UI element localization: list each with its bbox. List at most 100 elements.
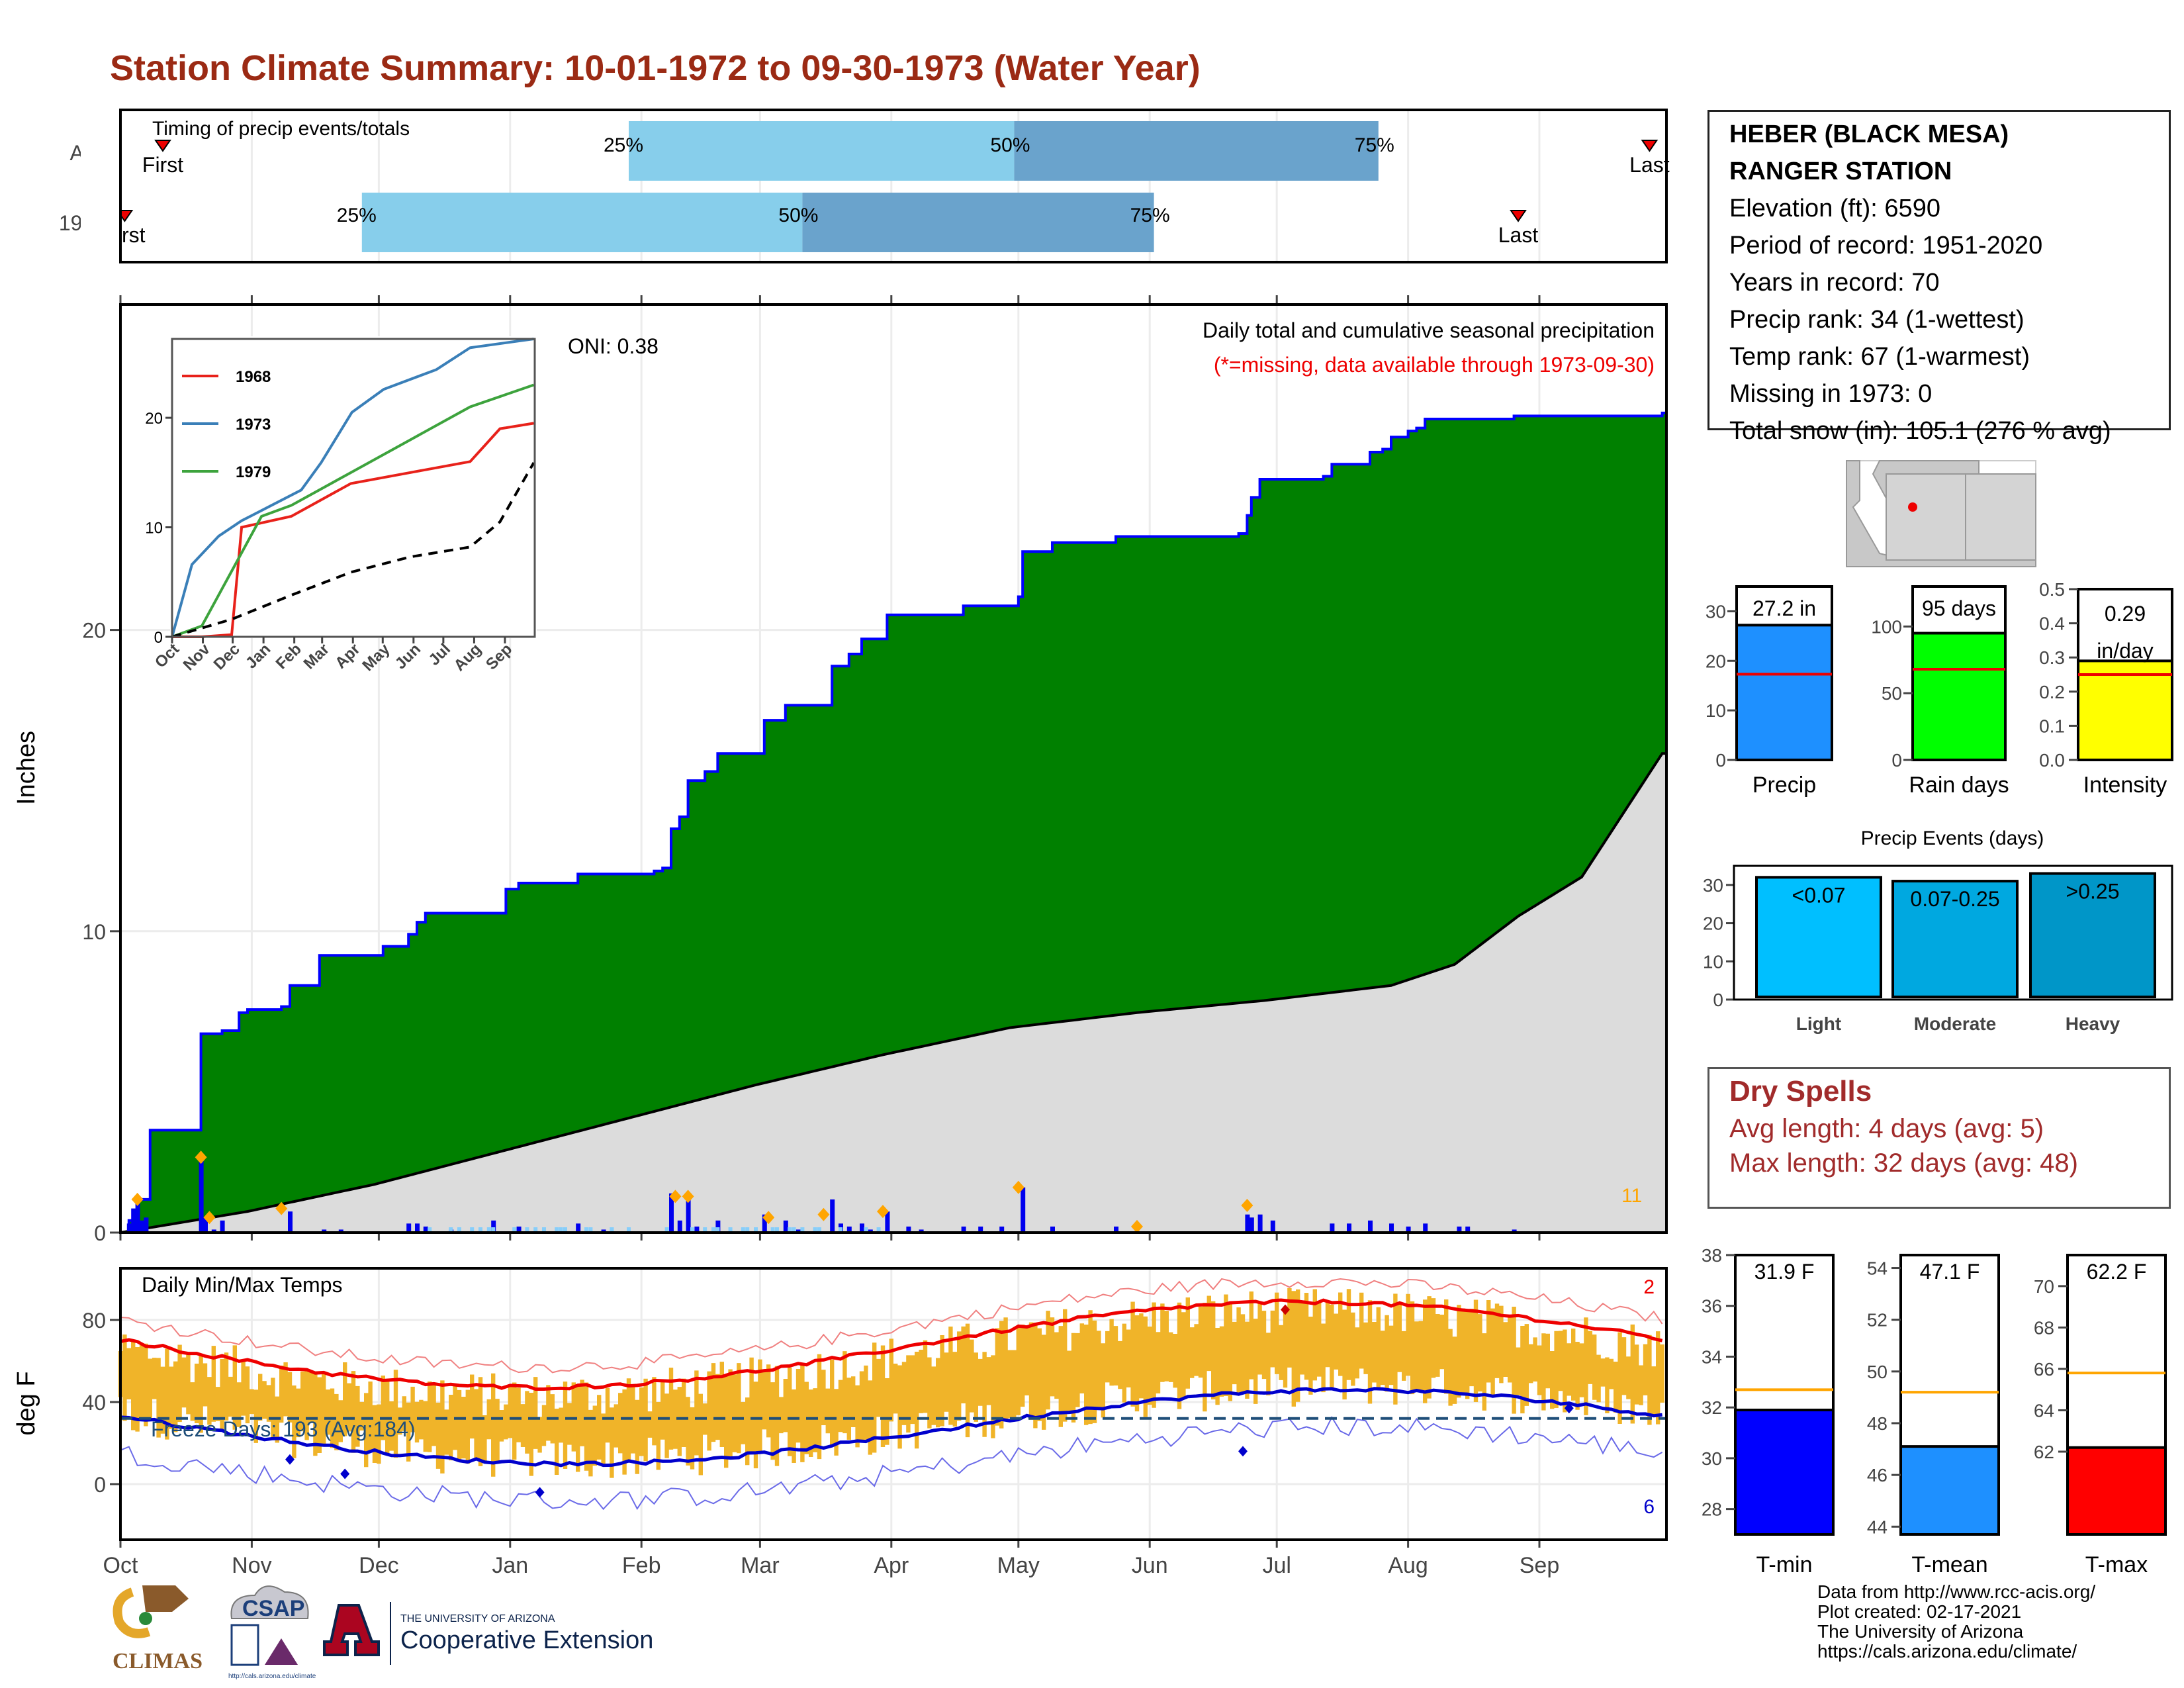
rain_days-y-tick-label: 100 (1871, 616, 1902, 637)
daily-precip-bar (677, 1220, 682, 1233)
csap-url: http://cals.arizona.edu/climate (228, 1673, 316, 1680)
precip-y-tick-label: 20 (82, 619, 106, 643)
daily-precip-bar (999, 1226, 1005, 1233)
daily-snow-mark (627, 1227, 631, 1231)
daily-precip-bar (131, 1208, 136, 1233)
timing-label-25: 25% (337, 205, 377, 226)
cumulative-precip-line (120, 411, 1666, 1234)
dry-spells-panel: Dry Spells Avg length: 4 days (avg: 5) M… (1707, 1067, 2171, 1209)
daily-snow-mark (525, 1227, 529, 1231)
inset-line-1979 (171, 383, 535, 638)
tmin-y-tick-label: 28 (1702, 1499, 1722, 1520)
daily-precip-bar (1050, 1226, 1055, 1233)
daily-precip-bar (846, 1226, 852, 1233)
precip-event-bar-label: 0.07-0.25 (1910, 887, 1999, 911)
daily-snow-mark (813, 1227, 817, 1231)
daily-precip-bar (144, 1217, 149, 1233)
daily-precip-bar (906, 1226, 911, 1233)
oni-value: ONI: 0.38 (568, 334, 659, 358)
daily-snow-mark (770, 1227, 775, 1231)
month-label: Jul (1262, 1553, 1291, 1578)
daily-precip-bar (715, 1220, 721, 1233)
daily-precip-bar (868, 1229, 873, 1233)
station-name-line1: HEBER (BLACK MESA) (1729, 120, 2009, 148)
credit-data-source: Data from http://www.rcc-acis.org/ (1817, 1581, 2096, 1602)
extreme-precip-marker (1131, 1219, 1143, 1233)
tmax-y-tick-label: 62 (2034, 1442, 2054, 1462)
tmax-y-tick-label: 68 (2034, 1317, 2054, 1338)
daily-snow-mark (839, 1227, 842, 1231)
daily-precip-bar (1423, 1223, 1428, 1233)
daily-precip-bar (423, 1226, 428, 1233)
station-period: Period of record: 1951-2020 (1729, 232, 2043, 259)
precip-panel-subtitle: (*=missing, data available through 1973-… (1214, 353, 1655, 377)
precip-event-bar-label: >0.25 (2066, 880, 2120, 904)
precip-event-category: Heavy (2066, 1013, 2120, 1034)
daily-precip-bar (885, 1211, 890, 1233)
inset-y-tick-label: 10 (145, 520, 163, 538)
temp-y-axis-label: deg F (13, 1371, 40, 1435)
month-label: Jan (492, 1553, 528, 1578)
precip_total-x-label: Precip (1752, 773, 1816, 798)
average-cumulative-line (120, 752, 1666, 1234)
inset-y-tick-label: 20 (145, 410, 163, 428)
rain_days-value-label: 95 days (1922, 596, 1996, 620)
station-precip-rank: Precip rank: 34 (1-wettest) (1729, 306, 2025, 334)
daily-precip-bar (686, 1193, 691, 1233)
intensity-value-label: 0.29 (2105, 602, 2146, 626)
inset-legend-label: 1973 (236, 416, 271, 434)
rain_days-y-tick-label: 50 (1882, 683, 1902, 704)
dry-spells-title: Dry Spells (1729, 1075, 1872, 1107)
arizona-shape (1886, 473, 1966, 561)
daily-snow-mark (457, 1227, 461, 1231)
extreme-precip-marker (682, 1190, 694, 1203)
daily-precip-bar (491, 1220, 496, 1233)
tmin-y-tick-label: 30 (1702, 1448, 1722, 1469)
page-title: Station Climate Summary: 10-01-1972 to 0… (110, 48, 1201, 88)
daily-snow-mark (428, 1227, 432, 1231)
daily-snow-mark (876, 1227, 881, 1231)
record-low-marker (285, 1454, 295, 1465)
freeze-days-label: Freeze Days: 193 (Avg:184) (151, 1417, 416, 1441)
temp-panel-title: Daily Min/Max Temps (142, 1273, 342, 1297)
tmin-x-label: T-min (1756, 1552, 1813, 1577)
csap-text: CSAP (242, 1596, 304, 1621)
extreme-precip-marker (203, 1211, 216, 1225)
daily-precip-bar (860, 1223, 864, 1233)
daily-precip-bar (1330, 1223, 1335, 1233)
daily-precip-bar (978, 1226, 983, 1233)
new-mexico-shape (1965, 473, 2036, 561)
credits: Data from http://www.rcc-acis.org/ Plot … (1817, 1582, 2095, 1662)
record-low-line (120, 1415, 1663, 1511)
tmax-value-label: 62.2 F (2087, 1260, 2147, 1284)
record-high-line (120, 1278, 1663, 1374)
tmax-bar (2069, 1447, 2164, 1533)
month-label: Dec (359, 1553, 398, 1578)
daily-precip-bar (1406, 1226, 1411, 1233)
precip-y-tick-label: 10 (82, 920, 106, 944)
daily-snow-mark (512, 1227, 517, 1231)
record-low-count: 6 (1643, 1496, 1655, 1518)
daily-precip-bar (1512, 1229, 1517, 1233)
daily-snow-mark (792, 1227, 796, 1231)
daily-snow-mark (555, 1227, 559, 1231)
station-elevation: Elevation (ft): 6590 (1729, 195, 1940, 222)
sponsor-logos: CLIMAS CSAP http://cals.arizona.edu/clim… (113, 1585, 653, 1680)
daily-precip-bar (796, 1229, 801, 1233)
timing-label-75: 75% (1355, 134, 1394, 156)
temp-y-tick-label: 80 (82, 1309, 106, 1333)
daily-precip-bar (1249, 1217, 1254, 1233)
daily-snow-mark (588, 1227, 593, 1231)
tmean-value-label: 47.1 F (1920, 1260, 1980, 1284)
daily-precip-bar (783, 1220, 788, 1233)
dry-spells-max: Max length: 32 days (avg: 48) (1729, 1149, 2078, 1178)
daily-precip-bar (406, 1223, 412, 1233)
daily-snow-mark (470, 1227, 475, 1231)
month-label: Mar (741, 1553, 780, 1578)
daily-snow-mark (610, 1227, 614, 1231)
daily-precip-bar (1114, 1226, 1118, 1233)
temp-y-tick-label: 0 (94, 1473, 106, 1497)
daily-snow-mark (533, 1227, 538, 1231)
precip_total-y-tick-label: 0 (1715, 750, 1726, 771)
avg-tmax-line (120, 1298, 1663, 1391)
